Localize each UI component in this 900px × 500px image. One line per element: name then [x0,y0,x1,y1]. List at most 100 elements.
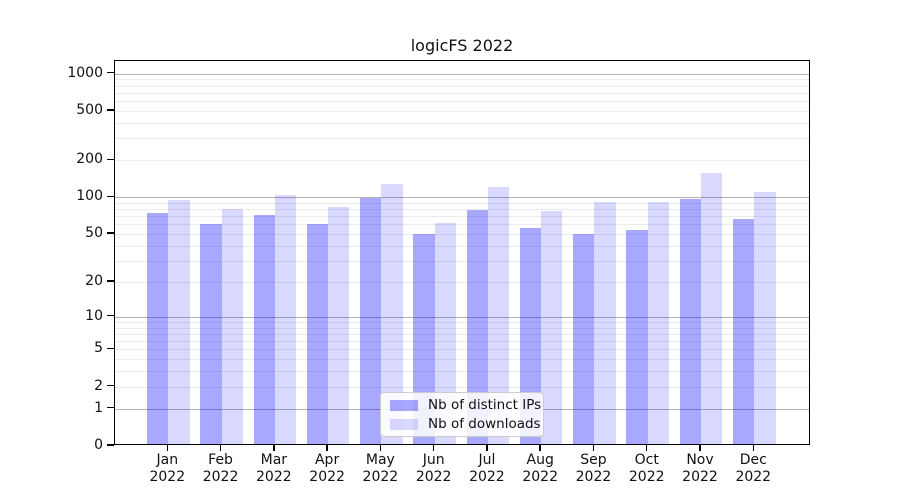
minor-gridline [115,321,809,323]
y-tick-mark [107,195,114,198]
x-tick-mark [219,445,222,451]
legend: Nb of distinct IPs Nb of downloads [380,392,544,437]
bar-distinct-ips-jul [466,209,488,445]
y-tick-label: 10 [85,307,103,324]
bar-downloads-jun [434,222,456,445]
x-tick-mark [273,445,275,451]
x-tick-mark [699,445,701,451]
y-tick-label: 2 [94,377,103,394]
bar-downloads-jan [168,199,190,445]
y-tick-label: 100 [76,188,103,205]
x-tick-label-jan: Jan 2022 [137,452,197,486]
legend-label: Nb of downloads [428,416,541,432]
bar-downloads-aug [541,211,563,445]
month-label: Jul [478,452,496,468]
minor-gridline [115,341,809,343]
y-tick-mark [107,72,114,74]
x-tick-label-apr: Apr 2022 [297,452,357,486]
minor-gridline [115,111,809,113]
y-tick-mark [107,158,114,160]
legend-label: Nb of distinct IPs [428,397,542,413]
minor-gridline [115,281,809,283]
x-tick-label-feb: Feb 2022 [191,452,251,486]
month-label: Jan [156,452,179,468]
bar-distinct-ips-nov [679,198,701,445]
year-label: 2022 [149,469,186,485]
bar-downloads-sep [594,201,616,445]
minor-gridline [115,371,809,373]
minor-gridline [115,333,809,335]
month-label: Sep [580,452,607,468]
x-tick-label-aug: Aug 2022 [510,452,570,486]
bar-distinct-ips-apr [306,223,329,445]
x-tick-label-sep: Sep 2022 [563,452,623,486]
minor-gridline [115,245,809,247]
bar-distinct-ips-oct [626,230,648,445]
x-tick-mark [646,445,648,451]
minor-gridline [115,123,809,125]
minor-gridline [115,79,809,81]
x-tick-mark [486,445,488,451]
y-tick-label: 50 [85,225,103,242]
plot-area [114,60,810,445]
minor-gridline [115,160,809,162]
bar-downloads-oct [647,201,670,445]
legend-swatch-downloads [390,418,418,430]
minor-gridline [115,224,809,226]
bar-distinct-ips-aug [519,228,542,445]
minor-gridline [115,138,809,140]
month-label: Nov [686,452,714,468]
bar-downloads-mar [274,194,297,445]
month-label: Aug [526,452,554,468]
minor-gridline [115,92,809,94]
month-label: Apr [314,452,340,468]
minor-gridline [115,327,809,329]
x-tick-label-nov: Nov 2022 [670,452,730,486]
y-tick-mark [107,280,114,282]
y-tick-mark [107,385,114,387]
y-tick-mark [107,232,114,234]
month-label: Dec [739,452,767,468]
y-tick-label: 0 [94,437,103,453]
year-label: 2022 [202,469,239,485]
minor-gridline [115,216,809,218]
year-label: 2022 [628,469,665,485]
year-label: 2022 [362,469,399,485]
chart-title: logicFS 2022 [410,36,514,55]
x-tick-mark [166,445,168,451]
bar-downloads-dec [754,192,776,445]
x-tick-label-oct: Oct 2022 [617,452,677,486]
bar-distinct-ips-sep [573,234,595,445]
month-label: Jun [422,452,445,468]
major-gridline [115,197,809,199]
major-gridline [115,73,809,75]
minor-gridline [115,386,809,388]
y-tick-label: 500 [76,102,103,119]
minor-gridline [115,260,809,262]
legend-entry: Nb of downloads [390,416,541,432]
month-label: Oct [634,452,659,468]
x-tick-mark [539,445,541,451]
x-tick-mark [592,445,595,451]
y-tick-label: 20 [85,272,103,289]
y-tick-mark [107,315,114,317]
month-label: Mar [260,452,288,468]
major-gridline [115,316,809,318]
x-tick-mark [379,445,382,451]
bar-distinct-ips-feb [200,224,222,445]
x-tick-label-dec: Dec 2022 [723,452,783,486]
year-label: 2022 [522,469,558,485]
month-label: May [365,452,395,468]
bar-distinct-ips-mar [253,214,275,445]
x-tick-mark [432,445,435,451]
month-label: Feb [208,452,233,468]
bar-distinct-ips-jun [413,234,435,445]
y-tick-mark [107,347,114,350]
y-tick-mark [107,406,114,409]
x-tick-label-mar: Mar 2022 [244,452,304,486]
legend-entry: Nb of distinct IPs [390,397,541,413]
bar-downloads-nov [701,172,723,445]
x-tick-label-jun: Jun 2022 [404,452,464,486]
minor-gridline [115,349,809,351]
